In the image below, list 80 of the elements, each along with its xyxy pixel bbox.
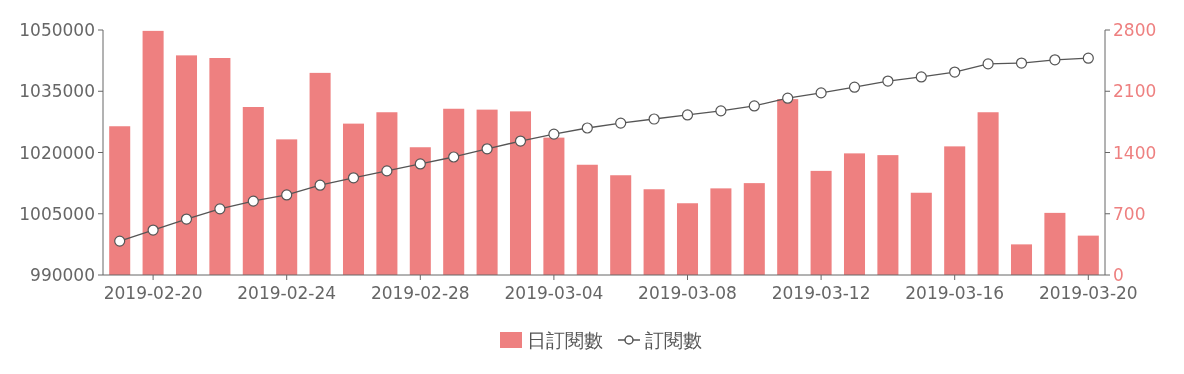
y-tick-label: 1020000 <box>19 142 95 163</box>
bar <box>676 203 699 275</box>
bar <box>309 72 331 275</box>
point <box>1049 54 1061 66</box>
point <box>548 128 560 140</box>
bar <box>409 147 431 275</box>
bar <box>276 139 298 275</box>
y-tick-label: 1050000 <box>19 20 95 40</box>
bar <box>610 175 632 275</box>
point <box>481 143 493 155</box>
x-tick-label: 2019-03-08 <box>638 283 737 303</box>
y2-tick-label: 2800 <box>1113 20 1157 40</box>
point <box>882 75 894 87</box>
x-tick-label: 2019-02-20 <box>103 283 203 303</box>
bar <box>342 123 365 275</box>
bar <box>877 155 899 275</box>
point <box>514 135 527 147</box>
point <box>615 117 627 129</box>
bar <box>777 99 799 275</box>
point <box>848 81 861 93</box>
bar <box>710 188 732 275</box>
point <box>448 151 460 163</box>
point <box>180 213 193 225</box>
y2-tick-label: 0 <box>1113 265 1124 285</box>
bar <box>175 55 198 275</box>
point <box>715 105 727 117</box>
point <box>949 66 961 78</box>
bar <box>1010 244 1033 275</box>
legend-label: 日訂閱數 <box>527 329 603 351</box>
bar <box>543 137 565 275</box>
y2-tick-label: 700 <box>1113 203 1146 224</box>
y-tick-label: 990000 <box>30 265 95 285</box>
bar <box>109 126 131 275</box>
bar <box>643 189 665 275</box>
bar <box>476 109 498 275</box>
x-tick-label: 2019-03-12 <box>771 283 871 303</box>
bar <box>242 107 264 275</box>
point <box>982 58 994 70</box>
bar <box>576 164 598 275</box>
bar <box>743 183 765 275</box>
bar <box>142 30 164 275</box>
bar <box>944 146 966 275</box>
bar <box>810 170 832 275</box>
point <box>114 235 126 247</box>
point <box>915 71 927 83</box>
bar <box>910 192 932 275</box>
point <box>648 113 660 125</box>
point <box>681 109 694 121</box>
x-tick-label: 2019-02-24 <box>237 283 337 303</box>
x-tick-label: 2019-03-20 <box>1038 283 1138 303</box>
x-tick-label: 2019-02-28 <box>370 283 470 303</box>
point <box>748 100 760 112</box>
y-tick-label: 1035000 <box>19 81 95 102</box>
y2-tick-label: 2100 <box>1113 81 1157 102</box>
point <box>1015 57 1028 69</box>
bar <box>977 112 999 275</box>
point <box>581 122 593 134</box>
bar <box>209 58 231 275</box>
point <box>782 92 794 104</box>
point <box>214 203 226 215</box>
y2-tick-label: 1400 <box>1113 142 1157 163</box>
bar <box>443 108 465 275</box>
point <box>247 195 259 207</box>
y-tick-label: 1005000 <box>19 203 95 224</box>
bar <box>509 111 532 275</box>
point <box>281 189 293 201</box>
legend-label: 訂閱數 <box>645 329 702 351</box>
x-tick-label: 2019-03-04 <box>504 283 604 303</box>
point <box>1082 52 1094 64</box>
point <box>381 165 393 177</box>
bar <box>1077 235 1099 275</box>
point <box>314 179 326 191</box>
point <box>815 87 827 99</box>
bar <box>1044 212 1066 275</box>
bar <box>843 153 866 275</box>
point <box>414 158 426 170</box>
bar <box>376 112 398 275</box>
x-tick-label: 2019-03-16 <box>905 283 1005 303</box>
point <box>147 224 159 236</box>
point <box>347 172 360 184</box>
